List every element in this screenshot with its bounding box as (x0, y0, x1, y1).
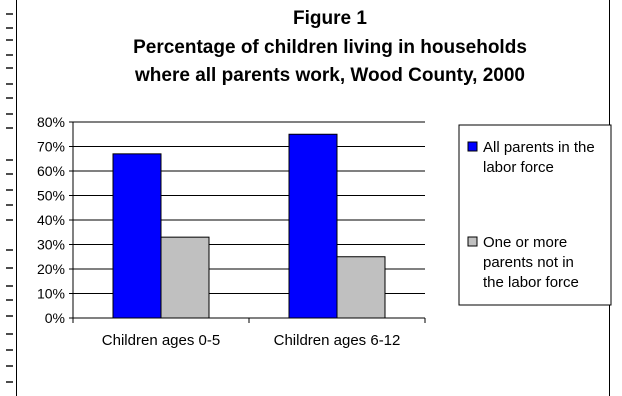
bar-not-all-parents-2 (336, 256, 386, 319)
legend: All parents in the labor force One or more… (458, 124, 612, 306)
y-tick-labels: 0% 10% 20% 30% 40% 50% 60% 70% 80% (37, 114, 65, 326)
category-label: Children ages 0-5 (102, 332, 220, 349)
y-tick-label: 10% (37, 286, 65, 302)
bar-not-all-parents-1 (160, 236, 210, 319)
legend-label: parents not in (483, 254, 574, 271)
bars (112, 133, 386, 319)
y-tick-label: 20% (37, 261, 65, 277)
category-labels: Children ages 0-5 Children ages 6-12 (102, 332, 401, 349)
y-tick-label: 60% (37, 163, 65, 179)
legend-label: All parents in the (483, 139, 595, 156)
y-tick-label: 0% (45, 310, 65, 326)
legend-box (458, 124, 612, 306)
y-tick-label: 30% (37, 237, 65, 253)
legend-label: the labor force (483, 274, 579, 291)
legend-swatch (467, 236, 478, 247)
legend-swatch (467, 141, 478, 152)
chart-title: Figure 1 Percentage of children living i… (133, 8, 527, 86)
edge-marks (6, 13, 13, 383)
axes (69, 121, 426, 323)
legend-label: labor force (483, 159, 554, 176)
bar-all-parents-1 (112, 153, 162, 319)
title-line-3: where all parents work, Wood County, 200… (134, 65, 525, 86)
y-tick-label: 50% (37, 188, 65, 204)
legend-label: One or more (483, 234, 567, 251)
title-line-1: Figure 1 (293, 8, 367, 29)
category-label: Children ages 6-12 (274, 332, 401, 349)
bar-all-parents-2 (288, 133, 338, 319)
y-tick-label: 40% (37, 212, 65, 228)
title-line-2: Percentage of children living in househo… (133, 37, 527, 58)
y-tick-label: 70% (37, 139, 65, 155)
y-tick-label: 80% (37, 114, 65, 130)
